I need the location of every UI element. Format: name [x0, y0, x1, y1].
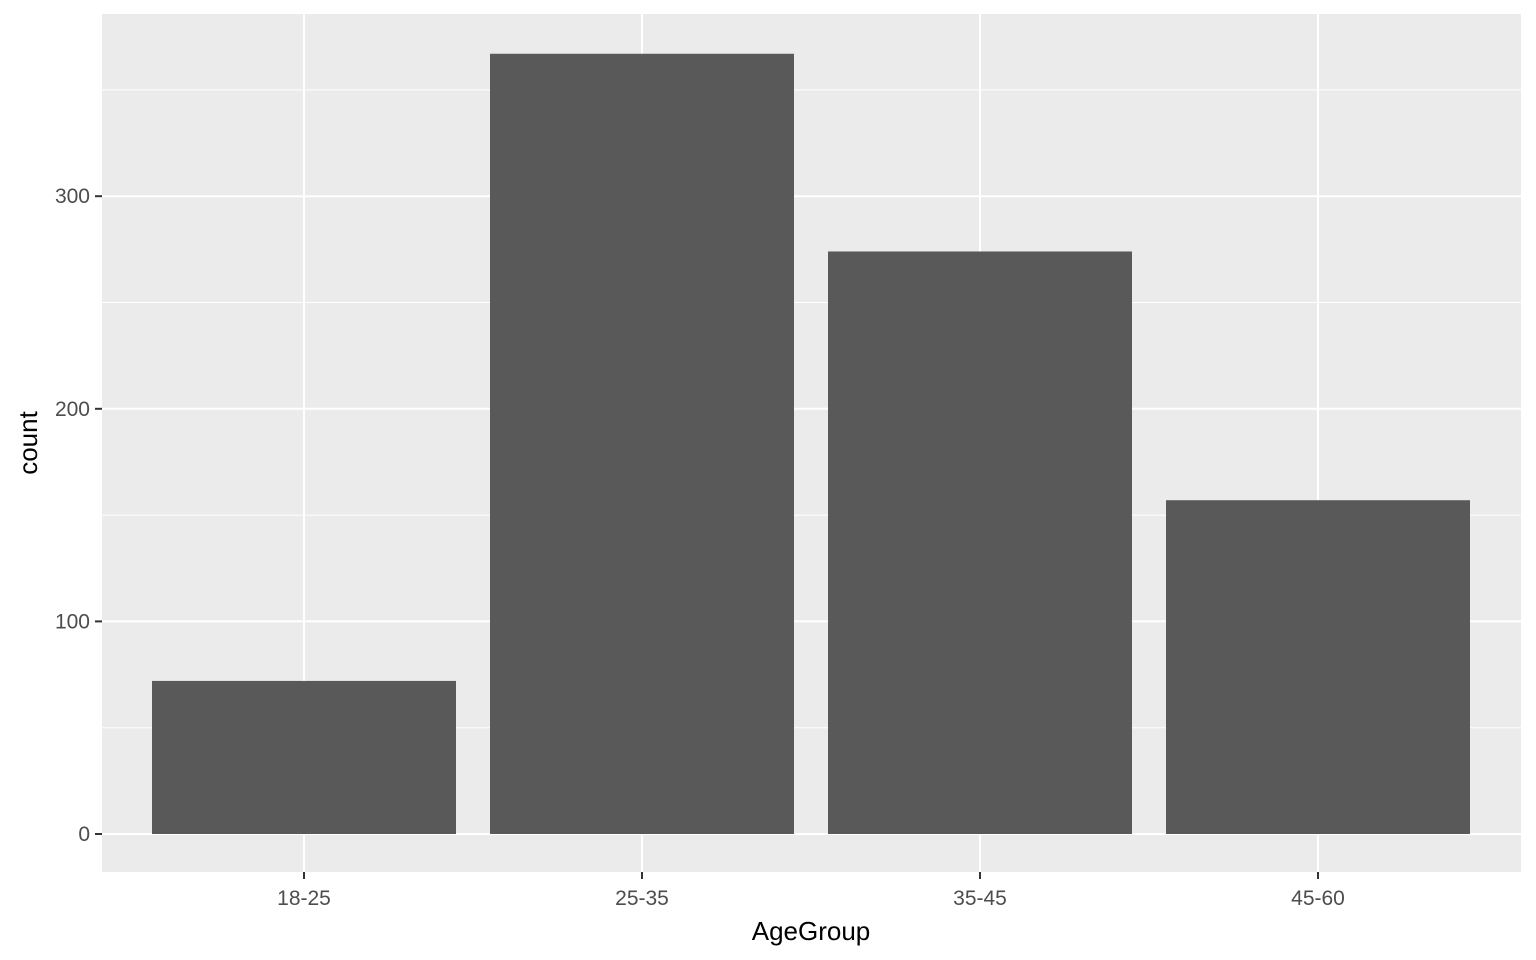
- x-axis-ticks: 18-25 25-35 35-45 45-60: [277, 872, 1345, 910]
- bar-45-60: [1166, 500, 1470, 834]
- x-tick-label: 18-25: [277, 887, 331, 910]
- bar-25-35: [490, 53, 794, 835]
- y-tick-label: 300: [55, 185, 90, 208]
- y-tick-label: 0: [78, 823, 90, 846]
- y-tick-label: 200: [55, 398, 90, 421]
- y-tick-label: 100: [55, 610, 90, 633]
- y-axis-ticks: 0 100 200 300: [55, 185, 102, 846]
- x-axis-title: AgeGroup: [752, 916, 871, 946]
- x-tick-label: 35-45: [953, 887, 1007, 910]
- y-axis-title: count: [13, 410, 43, 474]
- x-tick-label: 25-35: [615, 887, 669, 910]
- x-tick-label: 45-60: [1291, 887, 1345, 910]
- bar-35-45: [828, 251, 1132, 834]
- bars: [152, 53, 1470, 835]
- bar-18-25: [152, 680, 456, 834]
